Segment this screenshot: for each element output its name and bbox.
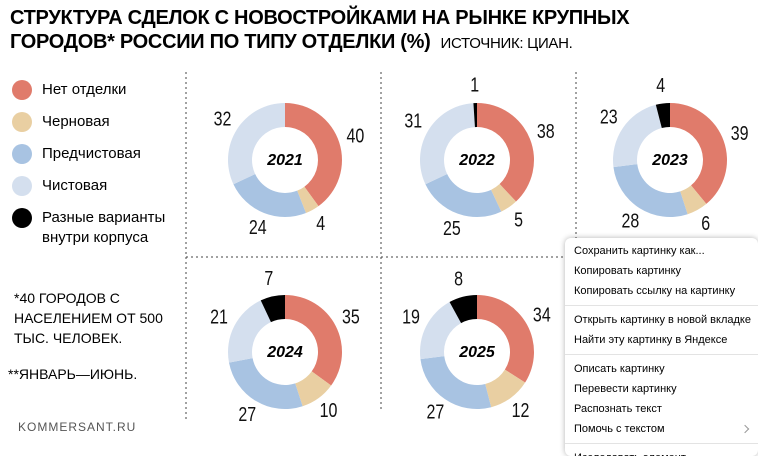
menu-item[interactable]: Перевести картинку	[574, 383, 677, 395]
data-label: 1	[470, 74, 479, 96]
donut-segment	[420, 302, 462, 360]
menu-separator	[565, 354, 758, 355]
legend-swatch	[12, 144, 32, 164]
donut-segment	[297, 186, 319, 213]
submenu-arrow	[740, 424, 750, 434]
data-label: 4	[316, 212, 325, 234]
data-label: 35	[342, 306, 360, 328]
legend-item: Чистовая	[12, 176, 182, 196]
data-label: 38	[537, 120, 555, 142]
chart-title: 2022	[458, 152, 495, 169]
chart-title: 2025	[458, 344, 496, 361]
data-label: 8	[454, 268, 463, 290]
legend-swatch	[12, 80, 32, 100]
legend-label: Нет отделки	[42, 81, 127, 98]
chart-title: 2021	[266, 152, 303, 169]
donut-segment	[295, 371, 332, 407]
donut-segment	[613, 104, 662, 168]
donut-segment	[477, 295, 534, 383]
donut-segment	[477, 103, 534, 202]
donut-segment	[680, 185, 707, 215]
legend-label: Чистовая	[42, 177, 108, 194]
legend-swatch	[12, 176, 32, 196]
legend-label: Разные варианты внутри корпуса	[42, 209, 166, 246]
menu-item[interactable]: Исследовать элемент	[565, 448, 758, 456]
menu-item[interactable]: Распознать текст	[574, 403, 662, 415]
data-label: 7	[264, 267, 273, 289]
legend-item: Предчистовая	[12, 144, 182, 164]
legend-label: Черновая	[42, 113, 110, 130]
data-label: 5	[514, 209, 523, 231]
menu-separator	[565, 305, 758, 306]
data-label: 34	[533, 304, 551, 326]
donut-segment	[485, 369, 526, 408]
donut-segment	[425, 174, 502, 217]
data-label: 40	[346, 125, 364, 147]
legend: Нет отделки Черновая Предчистовая Чистовая Р…	[12, 80, 182, 260]
title: СТРУКТУРА СДЕЛОК С НОВОСТРОЙКАМИ НА РЫНК…	[10, 6, 650, 56]
legend-item: Нет отделки	[12, 80, 182, 100]
note: **ЯНВАРЬ—ИЮНЬ.	[8, 366, 138, 382]
title-text: СТРУКТУРА СДЕЛОК С НОВОСТРОЙКАМИ НА РЫНК…	[10, 7, 630, 53]
data-label: 31	[404, 110, 422, 132]
data-label: 39	[731, 123, 749, 145]
legend-item: Черновая	[12, 112, 182, 132]
donut-segment	[449, 295, 477, 324]
chart-title: 2024	[266, 344, 303, 361]
chart-title: 2023	[651, 152, 688, 169]
donut-segment	[229, 358, 303, 410]
data-label: 28	[621, 210, 639, 232]
donut-segment	[228, 103, 285, 185]
data-label: 6	[701, 212, 710, 234]
menu-item[interactable]: Описать картинку	[574, 363, 665, 375]
menu-item[interactable]: Открыть картинку в новой вкладке	[574, 314, 751, 326]
data-label: 4	[656, 74, 665, 96]
data-label: 10	[320, 399, 338, 421]
donut-segment	[491, 184, 517, 212]
menu-item[interactable]: Копировать картинку	[574, 265, 682, 277]
donut-segment	[228, 300, 271, 363]
menu-separator	[565, 443, 758, 444]
donut-segment	[613, 164, 688, 217]
data-label: 12	[512, 399, 530, 421]
note: *40 ГОРОДОВ С НАСЕЛЕНИЕМ ОТ 500 ТЫС. ЧЕЛ…	[14, 290, 163, 346]
footer: KOMMERSANT.RU	[18, 420, 137, 434]
data-label: 21	[210, 306, 228, 328]
legend-item: Разные варианты внутри корпуса	[12, 208, 182, 248]
donut-segment	[285, 103, 342, 207]
menu-item[interactable]: Помочь с текстом	[565, 419, 758, 439]
data-label: 27	[427, 401, 445, 423]
source: ИСТОЧНИК: ЦИАН.	[440, 35, 573, 52]
data-label: 32	[214, 108, 232, 130]
donut-segment	[233, 174, 306, 217]
donut-segment	[285, 295, 342, 386]
menu-item[interactable]: Найти эту картинку в Яндексе	[574, 334, 728, 346]
context-menu: Сохранить картинку как... Копировать карт…	[565, 238, 758, 456]
legend-swatch	[12, 112, 32, 132]
data-label: 25	[443, 217, 461, 239]
menu-item[interactable]: Копировать ссылку на картинку	[574, 285, 736, 297]
donut-segment	[473, 103, 477, 128]
legend-swatch	[12, 208, 32, 228]
legend-label: Предчистовая	[42, 145, 141, 162]
donut-segment	[420, 103, 475, 185]
donut-segment	[260, 295, 285, 323]
donut-segment	[420, 356, 492, 409]
data-label: 24	[249, 216, 267, 238]
notes: *40 ГОРОДОВ С НАСЕЛЕНИЕМ ОТ 500 ТЫС. ЧЕЛ…	[8, 288, 178, 384]
data-label: 23	[600, 106, 618, 128]
donut-segment	[670, 103, 727, 204]
dividers	[185, 72, 577, 420]
data-label: 19	[402, 306, 420, 328]
data-label: 27	[238, 403, 256, 425]
donut-segment	[655, 103, 670, 129]
menu-item[interactable]: Сохранить картинку как...	[574, 245, 705, 257]
